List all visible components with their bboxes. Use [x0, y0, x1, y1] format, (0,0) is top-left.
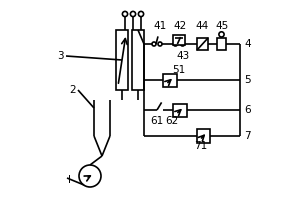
Text: 5: 5 [244, 75, 250, 85]
Text: 62: 62 [165, 116, 178, 126]
Bar [116, 30, 128, 90]
Bar [173, 104, 187, 117]
Text: 4: 4 [244, 39, 250, 49]
Text: 43: 43 [176, 51, 190, 61]
Text: 7: 7 [244, 131, 250, 141]
Text: 6: 6 [244, 105, 250, 115]
Bar [217, 38, 226, 50]
Text: 3: 3 [57, 51, 64, 61]
Text: 44: 44 [196, 21, 209, 31]
Text: 42: 42 [173, 21, 186, 31]
Text: 41: 41 [153, 21, 166, 31]
Bar [173, 35, 185, 45]
Text: 71: 71 [194, 141, 208, 151]
Text: 61: 61 [150, 116, 164, 126]
Bar [132, 30, 144, 90]
Circle shape [79, 165, 101, 187]
Text: I: I [68, 175, 71, 185]
Text: 51: 51 [172, 65, 186, 75]
Bar [163, 74, 177, 87]
Bar [197, 38, 208, 50]
Bar [197, 129, 210, 143]
Text: 45: 45 [215, 21, 228, 31]
Text: 2: 2 [69, 85, 76, 95]
